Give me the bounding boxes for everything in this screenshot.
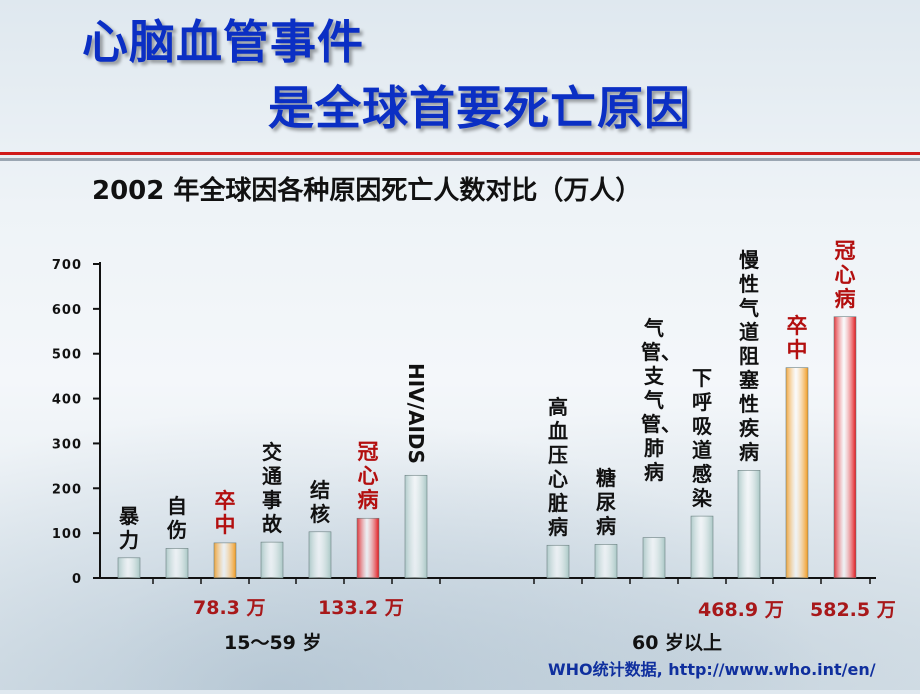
value-label: 78.3 万 bbox=[193, 597, 266, 619]
category-label: 卒中 bbox=[786, 313, 808, 362]
y-tick-label: 600 bbox=[52, 303, 82, 318]
bar-1-1 bbox=[594, 544, 618, 579]
y-tick-label: 700 bbox=[52, 258, 82, 273]
y-tick-label: 100 bbox=[52, 527, 82, 542]
value-label: 133.2 万 bbox=[318, 597, 404, 619]
category-label: 糖尿病 bbox=[596, 466, 616, 539]
category-label: 气管、支气管、肺病 bbox=[641, 315, 681, 484]
slide-title-line-1: 心脑血管事件 bbox=[82, 15, 364, 69]
category-label: 冠心病 bbox=[357, 440, 379, 513]
title-divider-red bbox=[0, 152, 920, 155]
category-label: 卒中 bbox=[214, 488, 236, 537]
chart-title: 2002 年全球因各种原因死亡人数对比（万人） bbox=[92, 176, 642, 206]
bar-1-5 bbox=[785, 367, 809, 579]
group-label: 60 岁以上 bbox=[632, 632, 723, 654]
background-great-wall bbox=[0, 360, 920, 690]
slide-title-line-2: 是全球首要死亡原因 bbox=[268, 81, 691, 135]
group-label: 15～59 岁 bbox=[224, 632, 322, 654]
category-label: 交通事故 bbox=[262, 440, 282, 537]
category-label: 自伤 bbox=[167, 494, 187, 543]
y-tick-label: 200 bbox=[52, 482, 82, 497]
bar-1-3 bbox=[690, 515, 714, 579]
y-tick-label: 400 bbox=[52, 393, 82, 408]
y-tick-label: 0 bbox=[72, 572, 82, 587]
bar-1-6 bbox=[833, 316, 857, 579]
category-label: 暴力 bbox=[119, 503, 139, 552]
bar-0-2 bbox=[213, 542, 237, 579]
bar-1-2 bbox=[642, 537, 666, 579]
bar-0-1 bbox=[165, 548, 189, 579]
source-citation: WHO统计数据, http://www.who.int/en/ bbox=[548, 660, 876, 679]
category-label: 下呼吸道感染 bbox=[692, 366, 712, 511]
category-label: 高血压心脏病 bbox=[548, 395, 568, 540]
bar-0-0 bbox=[117, 557, 141, 579]
bar-1-0 bbox=[546, 544, 570, 579]
category-label: 冠心病 bbox=[834, 238, 856, 311]
bar-0-3 bbox=[260, 541, 284, 579]
value-label: 468.9 万 bbox=[698, 599, 784, 621]
category-label: HIV/AIDS bbox=[404, 363, 428, 465]
y-tick-label: 500 bbox=[52, 348, 82, 363]
value-label: 582.5 万 bbox=[810, 599, 896, 621]
category-label: 慢性气道阻塞性疾病 bbox=[739, 248, 759, 465]
title-divider-gray bbox=[0, 158, 920, 161]
bar-1-4 bbox=[737, 470, 761, 579]
y-tick-label: 300 bbox=[52, 437, 82, 452]
bar-0-5 bbox=[356, 517, 380, 579]
bar-0-6 bbox=[404, 474, 428, 579]
category-label: 结核 bbox=[310, 477, 330, 526]
bar-0-4 bbox=[308, 531, 332, 579]
